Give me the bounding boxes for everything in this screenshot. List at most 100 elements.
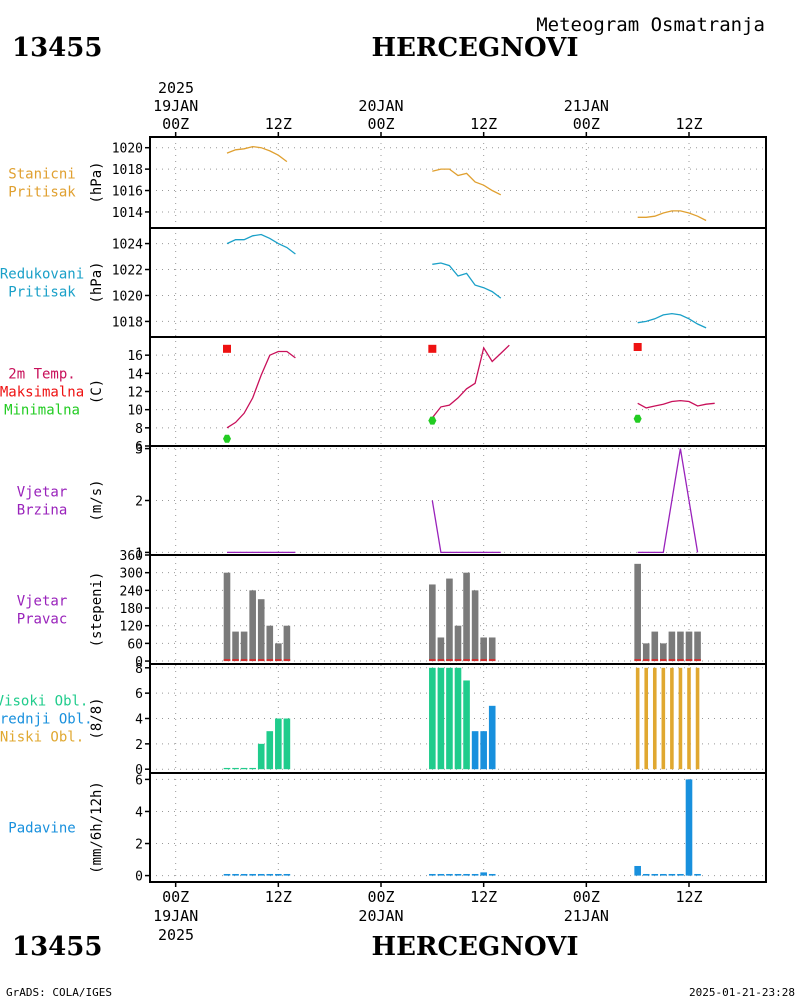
bar xyxy=(223,873,231,876)
hour-tick-label-top: 00Z xyxy=(162,115,189,133)
bar xyxy=(668,873,676,876)
y-tick-label: 6 xyxy=(135,687,143,702)
bar xyxy=(454,873,462,876)
bar xyxy=(642,643,650,662)
panel-wind_speed: 1 2 3 (m/s) Vjetar Brzina xyxy=(17,443,767,561)
bar xyxy=(257,873,265,876)
y-tick-label: 360 xyxy=(120,549,143,564)
series-line xyxy=(226,350,296,429)
bar xyxy=(437,667,445,770)
bar xyxy=(677,873,684,876)
bar xyxy=(480,731,487,770)
panel-label-line: Pritisak xyxy=(8,185,76,201)
bar xyxy=(480,637,487,662)
panel-label-line: Visoki Obl. xyxy=(0,694,88,710)
tmin-marker xyxy=(428,416,437,425)
panel-label-line: Pravac xyxy=(17,612,68,628)
panel-label-line: Redukovani xyxy=(0,267,84,283)
panel-frame xyxy=(149,445,767,556)
hour-tick-label-top: 12Z xyxy=(470,115,497,133)
tmin-marker xyxy=(223,434,231,443)
y-tick-label: 60 xyxy=(127,637,143,652)
y-tick-label: 3 xyxy=(135,443,143,458)
bar xyxy=(463,873,470,876)
bar xyxy=(471,731,479,770)
hour-tick-label-top: 12Z xyxy=(675,115,702,133)
panel-label-line: Pritisak xyxy=(8,285,76,301)
bar xyxy=(429,584,436,662)
hour-tick-label-bottom: 12Z xyxy=(675,888,702,906)
year-label-bottom: 2025 xyxy=(158,926,194,944)
y-tick-label: 8 xyxy=(135,422,143,437)
bar xyxy=(240,631,248,662)
panel-label-line: Srednji Obl. xyxy=(0,712,93,728)
bar xyxy=(283,873,291,876)
tmax-marker xyxy=(633,342,642,351)
bar xyxy=(275,718,282,770)
series-line xyxy=(431,344,510,419)
panel-frame xyxy=(149,136,767,229)
hour-tick-label-bottom: 00Z xyxy=(162,888,189,906)
y-tick-label: 0 xyxy=(135,763,143,778)
bar xyxy=(661,667,666,770)
bar xyxy=(471,873,479,876)
bar xyxy=(488,705,496,770)
axes-layer: 00Z 00Z 12Z 12Z 00Z 00Z 12Z 12Z 00Z 00Z 12Z 12Z 19JA… xyxy=(153,97,702,925)
y-tick-label: 16 xyxy=(127,349,143,364)
station-id-top: 13455 xyxy=(12,33,102,63)
bar xyxy=(678,667,683,770)
bar xyxy=(634,563,641,662)
hour-tick-label-top: 12Z xyxy=(265,115,292,133)
bar xyxy=(488,873,496,876)
panel-frame xyxy=(149,772,767,883)
bar xyxy=(463,572,470,662)
panel-reduced_pressure: 1018 1020 1022 1024 (hPa) Redukovani Pritisak xyxy=(0,227,767,338)
bar xyxy=(651,873,659,876)
y-tick-label: 2 xyxy=(135,495,143,510)
y-tick-label: 1020 xyxy=(112,142,143,157)
bar xyxy=(694,873,701,876)
bar xyxy=(642,873,650,876)
hour-tick-label-bottom: 12Z xyxy=(470,888,497,906)
bar xyxy=(670,667,674,770)
bar xyxy=(471,590,479,662)
y-tick-label: 6 xyxy=(135,440,143,455)
panel-station_pressure: 1014 1016 1018 1020 (hPa) Stanicni Pritisak xyxy=(8,136,767,229)
y-tick-label: 1016 xyxy=(112,185,143,200)
hour-tick-label-top: 00Z xyxy=(573,115,600,133)
bar xyxy=(677,631,684,662)
bar xyxy=(437,873,445,876)
bar xyxy=(249,767,256,770)
y-tick-label: 12 xyxy=(127,386,143,401)
bar xyxy=(635,667,640,770)
hour-tick-label-top: 00Z xyxy=(367,115,394,133)
panel-label-line: Maksimalna xyxy=(0,385,84,401)
chart-title: Meteogram Osmatranja xyxy=(536,14,765,36)
panels-layer: 1014101610181020(hPa)StanicniPritisak101… xyxy=(0,136,767,885)
timestamp-text: 2025-01-21-23:28 xyxy=(689,986,795,999)
y-tick-label: 6 xyxy=(135,773,143,788)
y-tick-label: 1024 xyxy=(112,238,143,253)
bar xyxy=(429,667,436,770)
series-line xyxy=(637,399,715,409)
bar xyxy=(446,873,453,876)
bar xyxy=(266,873,274,876)
panel-precipitation: 0 2 4 6 (mm/6h/12h) Padavine xyxy=(8,772,767,885)
y-tick-label: 1 xyxy=(135,546,143,561)
bar xyxy=(223,572,231,662)
y-tick-label: 4 xyxy=(135,805,143,820)
panel-label-line: Minimalna xyxy=(4,403,80,419)
y-tick-label: 1020 xyxy=(112,289,143,304)
year-label-top: 2025 xyxy=(158,79,194,97)
bar xyxy=(240,767,248,770)
y-axis-label: (8/8) xyxy=(89,697,105,739)
bar xyxy=(249,590,256,662)
grid-layer xyxy=(175,137,690,882)
series-line xyxy=(431,500,501,554)
bar xyxy=(257,599,265,662)
panel-frame xyxy=(149,336,767,447)
y-tick-label: 2 xyxy=(135,738,143,753)
bar xyxy=(694,631,701,662)
y-tick-label: 300 xyxy=(120,567,143,582)
bar xyxy=(266,731,274,770)
